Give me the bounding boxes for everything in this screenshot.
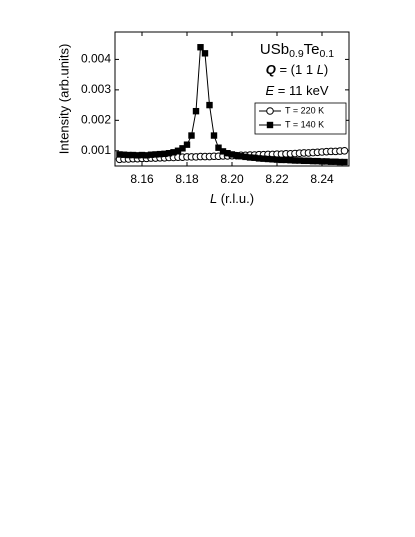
x-axis-label: L (r.l.u.): [210, 191, 254, 206]
data-point: [323, 158, 330, 165]
text-part: Q: [266, 62, 276, 77]
data-point: [152, 151, 159, 158]
data-point: [224, 150, 231, 157]
data-point: [340, 146, 349, 155]
data-point: [197, 44, 204, 51]
data-point: [300, 157, 308, 165]
text-part: ): [324, 62, 328, 77]
data-point: [210, 132, 218, 139]
text-part: L: [210, 191, 217, 206]
data-point: [125, 151, 132, 159]
annotation: USb0.9Te0.1: [260, 41, 334, 60]
data-point: [287, 157, 294, 164]
data-point: [237, 153, 245, 160]
x-tick-label: 8.18: [175, 172, 199, 186]
data-point: [129, 151, 137, 159]
data-point: [309, 157, 317, 165]
data-point: [318, 158, 326, 165]
data-point: [219, 148, 227, 155]
data-point: [255, 155, 263, 162]
text-part: USb: [260, 41, 289, 58]
text-part: Te: [304, 41, 320, 58]
legend-label: T = 140 K: [285, 119, 324, 129]
x-tick-label: 8.22: [265, 172, 289, 186]
y-tick-label: 0.001: [81, 143, 111, 157]
data-point: [242, 153, 249, 161]
data-point: [282, 156, 290, 164]
data-point: [201, 50, 209, 57]
legend-marker: [266, 121, 274, 129]
data-point: [233, 152, 240, 159]
data-point: [327, 158, 335, 165]
data-point: [291, 157, 299, 164]
text-part: (r.l.u.): [217, 191, 254, 206]
data-point: [305, 157, 312, 165]
data-point: [332, 158, 339, 165]
data-point: [260, 155, 267, 162]
data-point: [143, 152, 150, 159]
x-tick-label: 8.16: [130, 172, 154, 186]
text-part: = (1 1: [276, 62, 317, 77]
data-point: [264, 155, 272, 163]
data-point: [134, 152, 141, 159]
data-point: [116, 151, 123, 158]
data-point: [156, 150, 164, 158]
legend-marker: [266, 107, 274, 115]
data-point: [228, 151, 236, 158]
data-point: [341, 158, 348, 166]
x-tick-label: 8.24: [310, 172, 334, 186]
data-point: [192, 107, 200, 115]
data-point: [120, 151, 128, 158]
data-point: [251, 154, 258, 161]
text-part: 0.1: [320, 48, 335, 60]
x-tick-label: 8.20: [220, 172, 244, 186]
data-point: [215, 144, 222, 151]
data-point: [336, 158, 344, 166]
data-point: [246, 154, 254, 161]
data-point: [278, 156, 285, 164]
y-tick-label: 0.004: [81, 52, 111, 66]
data-point: [273, 156, 281, 163]
text-part: 0.9: [289, 48, 304, 60]
data-point: [269, 156, 276, 163]
data-point: [314, 157, 321, 165]
data-point: [138, 151, 146, 159]
text-part: E: [266, 83, 275, 98]
data-point: [188, 132, 195, 139]
y-axis-label: Intensity (arb.units): [56, 44, 71, 155]
data-point: [174, 147, 182, 154]
annotation: Q = (1 1 L): [266, 62, 329, 77]
legend-label: T = 220 K: [285, 105, 324, 115]
data-point: [206, 101, 213, 109]
data-point: [165, 150, 173, 157]
data-point: [183, 141, 191, 148]
data-point: [161, 150, 168, 158]
data-point: [296, 157, 303, 164]
data-point: [147, 151, 155, 158]
data-point: [170, 149, 177, 156]
annotation: E = 11 keV: [266, 83, 329, 98]
data-point: [179, 145, 186, 152]
y-tick-label: 0.003: [81, 82, 111, 96]
text-part: L: [317, 62, 324, 77]
text-part: = 11 keV: [274, 83, 329, 98]
y-tick-label: 0.002: [81, 112, 111, 126]
